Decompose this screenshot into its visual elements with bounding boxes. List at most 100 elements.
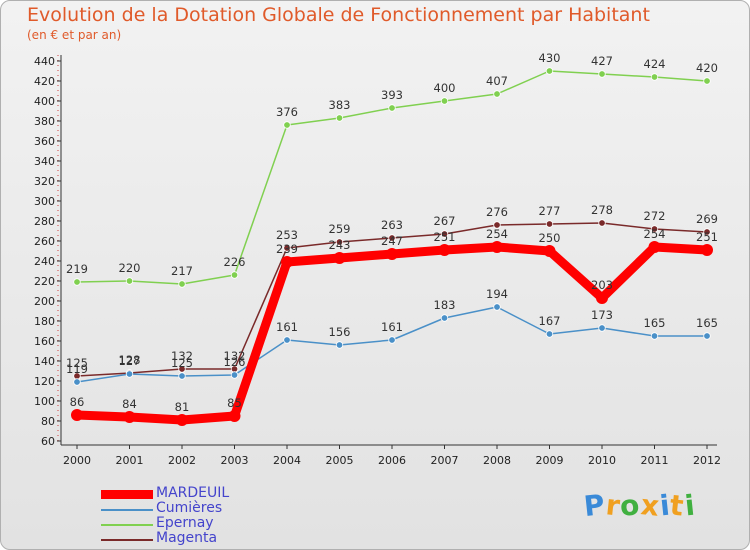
y-tick-label: 220 [34,275,55,288]
data-point [703,332,711,340]
data-label: 263 [381,218,403,232]
legend-item-mardeuil: MARDEUIL [101,485,361,502]
legend-label: Magenta [156,530,218,546]
data-label: 427 [591,54,613,68]
data-point [228,410,241,422]
data-label: 167 [539,314,561,328]
data-point [701,244,713,256]
data-label: 132 [224,349,246,363]
x-tick-label: 2006 [378,454,406,467]
data-point [493,303,501,311]
data-point [388,336,396,344]
y-tick-label: 300 [34,195,55,208]
legend-item-epernay: Epernay [101,515,361,532]
data-point [543,245,556,257]
data-point [283,121,291,129]
data-label: 132 [171,349,193,363]
data-point [283,244,291,252]
data-point [73,378,81,386]
y-tick-label: 340 [34,155,55,168]
data-point [648,241,661,253]
data-label: 239 [276,242,298,256]
legend-label: MARDEUIL [156,485,230,501]
data-point [650,73,659,81]
data-label: 247 [381,234,403,248]
y-tick-label: 180 [34,315,55,328]
data-point [545,330,554,338]
data-label: 165 [696,316,718,330]
data-point [230,271,239,279]
data-point [598,219,606,227]
y-tick-label: 200 [34,295,55,308]
data-label: 194 [486,287,508,301]
data-point [123,411,136,423]
data-label: 251 [696,230,718,244]
chart-title: Evolution de la Dotation Globale de Fonc… [27,4,650,26]
x-tick-label: 2001 [116,454,144,467]
legend-swatch [101,524,153,526]
data-label: 420 [696,61,718,75]
data-label: 81 [175,400,190,414]
x-tick-label: 2012 [693,454,721,467]
data-point [440,230,449,238]
x-tick-label: 2005 [326,454,354,467]
data-label: 126 [224,355,246,369]
data-point [176,414,188,426]
data-point [596,292,608,304]
data-label: 250 [539,231,561,245]
y-tick-label: 380 [34,115,55,128]
data-point [335,114,344,122]
data-label: 243 [329,238,351,252]
data-label: 86 [70,395,85,409]
logo-letter: P [582,487,608,524]
data-label: 125 [171,356,193,370]
data-point [178,372,186,380]
data-label: 156 [329,325,351,339]
data-label: 165 [644,316,666,330]
proxiti-logo: Proxiti [582,487,697,524]
data-label: 383 [329,98,351,112]
legend-item-magenta: Magenta [101,530,361,547]
data-label: 393 [381,88,403,102]
data-label: 219 [66,262,88,276]
data-label: 254 [644,227,666,241]
x-tick-label: 2000 [63,454,91,467]
data-point [281,256,293,268]
data-label: 269 [696,212,718,226]
legend-swatch [101,509,153,511]
data-point [493,221,501,229]
data-label: 400 [434,81,456,95]
data-point [440,97,449,105]
legend: MARDEUIL Cumières Epernay Magenta [101,485,361,547]
data-point [598,324,606,332]
data-point [125,277,134,285]
data-point [650,332,659,340]
series-layer [71,67,713,426]
y-tick-label: 160 [34,335,55,348]
data-point [438,244,451,256]
data-point [386,248,398,260]
data-point [493,90,501,98]
data-label: 251 [434,230,456,244]
data-point [73,278,81,286]
data-label: 407 [486,74,508,88]
data-label: 173 [591,308,613,322]
data-label: 84 [122,397,137,411]
y-tick-label: 360 [34,135,55,148]
data-point [125,370,134,378]
series-epernay [73,67,711,288]
x-tick-label: 2003 [221,454,249,467]
data-label: 85 [227,396,242,410]
data-label: 119 [66,362,88,376]
series-cumieres [73,303,711,386]
legend-label: Cumières [156,500,223,516]
data-point [333,252,346,264]
series-mardeuil [71,241,713,426]
data-point [491,241,503,253]
legend-swatch [101,539,153,541]
data-label: 267 [434,214,456,228]
y-tick-label: 400 [34,95,55,108]
x-tick-label: 2009 [536,454,564,467]
